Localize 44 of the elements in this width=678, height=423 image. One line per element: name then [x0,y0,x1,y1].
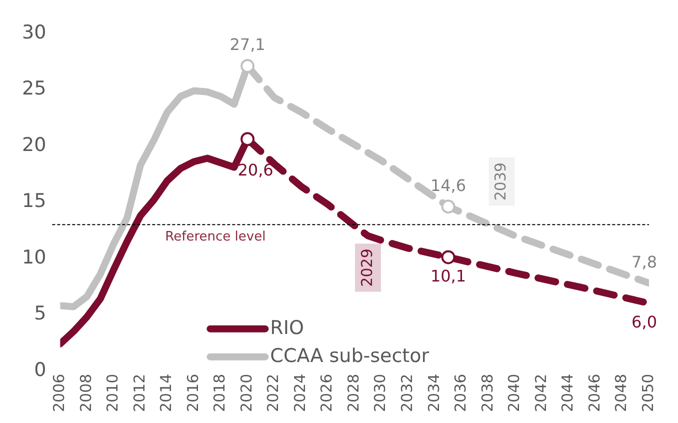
x-tick-label: 2010 [104,374,122,412]
y-tick-label: 25 [22,78,46,100]
y-tick-label: 10 [22,246,46,268]
x-tick-label: 2016 [184,374,202,412]
point [240,132,255,146]
x-tick-label: 2048 [612,374,630,412]
data-label: 7,8 [632,252,657,272]
x-tick-label: 2012 [130,374,148,412]
x-tick-label: 2006 [50,374,68,412]
x-tick-label: 2038 [478,374,496,412]
y-tick-label: 0 [34,358,46,381]
x-tick-label: 2030 [371,374,390,412]
ref-line-label: Reference level [165,229,266,244]
x-tick-label: 2024 [290,374,309,412]
data-label: 10,1 [430,266,466,286]
data-label: 20,6 [238,160,274,180]
y-tick-label: 30 [22,21,46,44]
data-label: 14,6 [430,176,466,195]
x-tick-label: 2036 [452,374,470,412]
legend-label: RIO [270,316,304,339]
x-tick-label: 2050 [638,374,657,412]
x-tick-label: 2014 [157,374,176,412]
x-tick-label: 2044 [558,374,577,412]
x-tick-label: 2022 [264,374,282,412]
y-tick-label: 20 [22,134,46,156]
x-tick-label: 2026 [318,374,336,412]
data-label: 6,0 [632,312,657,332]
x-tick-label: 2046 [585,374,604,412]
point [441,250,456,264]
annotation: 2029 [358,248,376,287]
x-tick-label: 2018 [210,374,229,412]
x-tick-label: 2008 [76,374,95,412]
x-tick-label: 2032 [398,374,416,412]
x-tick-label: 2020 [237,374,256,412]
y-tick-label: 5 [34,302,46,325]
x-tick-label: 2034 [424,374,443,412]
x-tick-label: 2042 [532,374,550,412]
legend-label: CCAA sub-sector [270,344,430,367]
data-label: 27,1 [230,35,266,54]
point [441,200,456,214]
x-tick-label: 2028 [344,374,362,412]
y-tick-label: 15 [22,190,46,212]
annotation: 2039 [492,162,510,201]
x-tick-label: 2040 [505,374,524,412]
